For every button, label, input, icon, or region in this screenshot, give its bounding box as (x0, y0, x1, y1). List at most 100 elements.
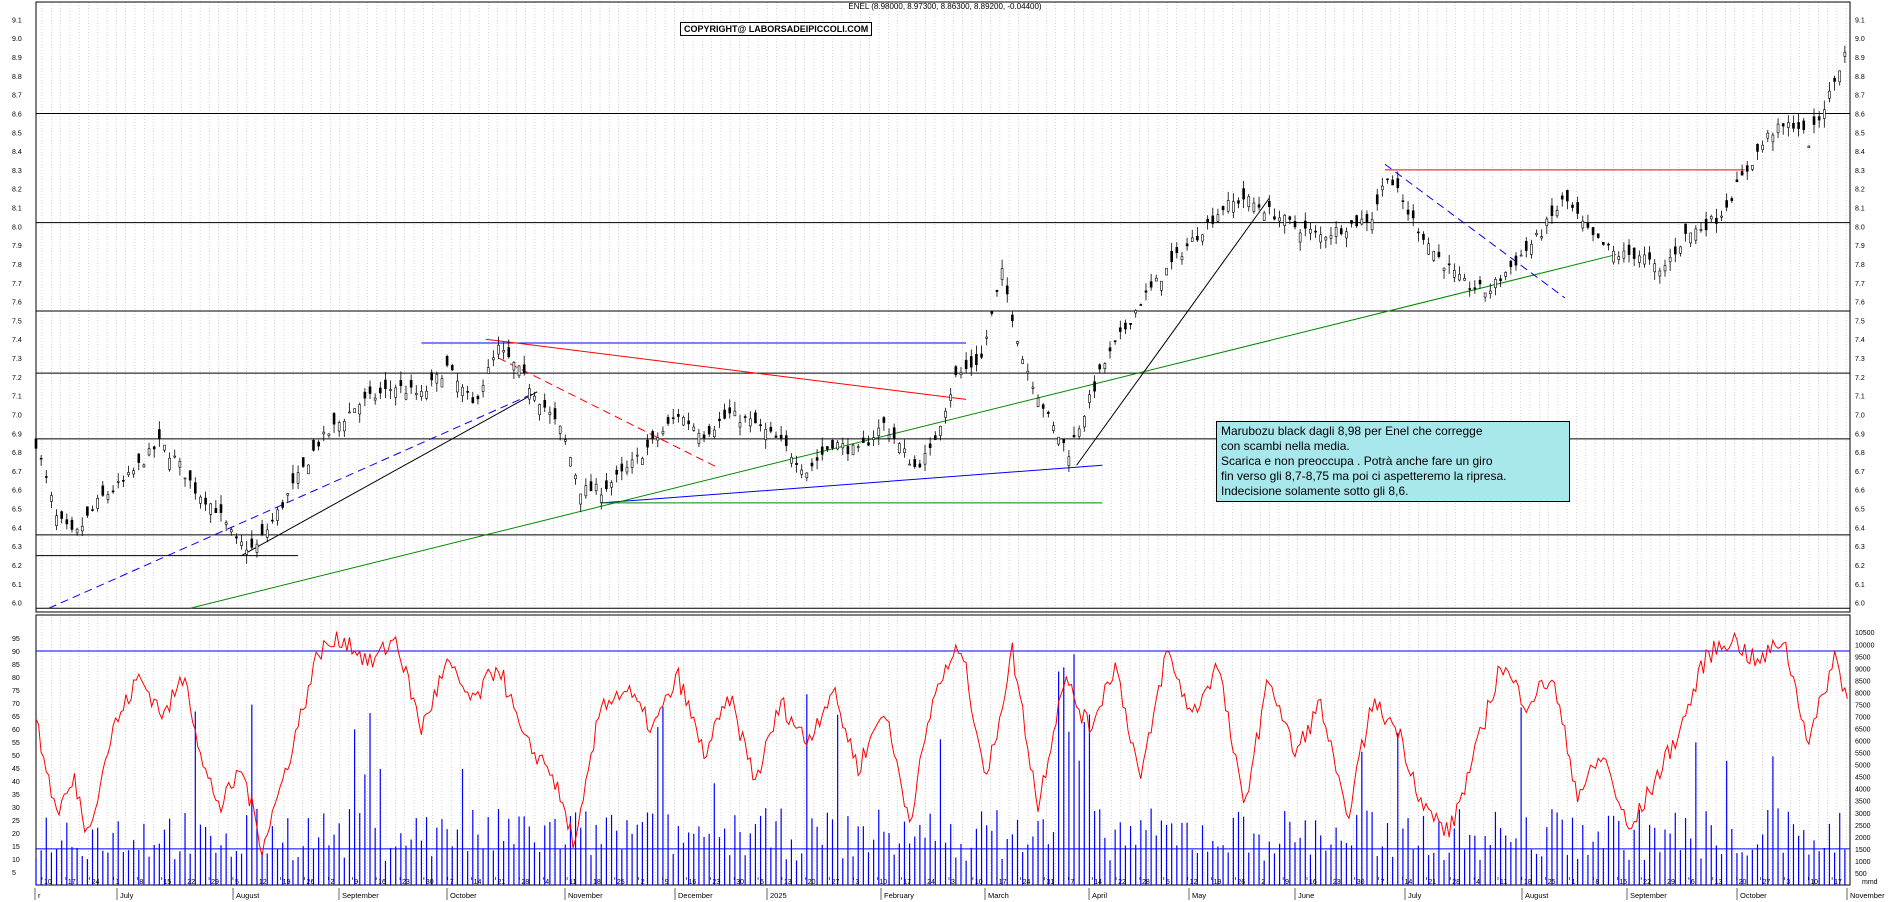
candle (589, 481, 593, 492)
candle (995, 289, 999, 292)
candle (1175, 247, 1179, 253)
candle (1052, 425, 1055, 431)
day-tick: 25 (617, 879, 625, 886)
price-tick-left: 8.9 (12, 55, 22, 62)
volume-tick: 7000 (1855, 714, 1871, 721)
candle (358, 404, 362, 415)
price-tick-left: 7.6 (12, 300, 22, 307)
trendline (485, 338, 967, 400)
candle (271, 519, 274, 522)
candle (605, 480, 608, 490)
price-tick-right: 7.0 (1855, 412, 1865, 419)
candle (1293, 221, 1297, 228)
day-tick: 22 (1118, 879, 1126, 886)
candle (615, 469, 618, 475)
price-tick-left: 8.4 (12, 149, 22, 156)
candle (1725, 200, 1728, 208)
candle (1576, 202, 1579, 214)
month-label: 2025 (770, 891, 787, 900)
candle (779, 434, 783, 439)
price-tick-left: 8.0 (12, 224, 22, 231)
candle (224, 522, 228, 525)
candle (91, 509, 94, 511)
candle (522, 364, 526, 374)
candle (569, 457, 572, 467)
volume-tick: 500 (1855, 871, 1867, 878)
candle (50, 495, 53, 502)
candle (142, 464, 146, 468)
day-tick: 14 (474, 879, 482, 886)
candle (399, 380, 403, 387)
candle (1494, 279, 1497, 289)
candle (1771, 134, 1775, 143)
month-label: September (342, 891, 379, 900)
candle (337, 422, 341, 432)
candle (1458, 274, 1461, 281)
candle (116, 481, 120, 483)
month-label: November (568, 891, 603, 900)
oscillator-line (35, 631, 1850, 857)
annotation-line: Indecisione solamente sotto gli 8,6. (1221, 484, 1409, 498)
trendline (601, 464, 1103, 504)
day-tick: 3 (856, 879, 860, 886)
candle (764, 429, 768, 440)
candle (1237, 200, 1240, 204)
oscillator-tick: 40 (12, 779, 20, 786)
candle (969, 356, 973, 368)
candle (1211, 215, 1215, 224)
price-tick-right: 9.1 (1855, 17, 1865, 24)
candle (343, 421, 346, 432)
candle (630, 459, 634, 468)
candle (1663, 265, 1667, 272)
candle (1417, 231, 1420, 234)
candle (235, 536, 238, 539)
candle (106, 494, 110, 500)
candle (1653, 263, 1657, 273)
candle (65, 519, 69, 525)
candle (1453, 270, 1456, 278)
candle (913, 459, 917, 467)
oscillator-tick: 65 (12, 714, 20, 721)
candle (1201, 234, 1204, 242)
candle (1699, 228, 1703, 231)
volume-tick: 4500 (1855, 775, 1871, 782)
day-tick: 16 (378, 879, 386, 886)
candle (1756, 143, 1759, 152)
day-tick: 24 (1023, 879, 1031, 886)
volume-tick: 3000 (1855, 811, 1871, 818)
day-tick: 20 (808, 879, 816, 886)
candle (800, 469, 803, 475)
candle (461, 386, 464, 396)
candle (872, 437, 875, 440)
candle (944, 410, 947, 418)
candle (1016, 341, 1019, 344)
candle (887, 434, 891, 439)
volume-tick: 2500 (1855, 823, 1871, 830)
day-tick: 23 (1333, 879, 1341, 886)
price-tick-left: 7.9 (12, 243, 22, 250)
candle (147, 448, 151, 456)
candle (1807, 145, 1811, 148)
candle (214, 508, 218, 513)
annotation-line: fin verso gli 8,7-8,75 ma poi ci aspette… (1221, 469, 1507, 483)
day-tick: 25 (1548, 879, 1556, 886)
month-label: October (1740, 891, 1767, 900)
oscillator-tick: 10 (12, 857, 20, 864)
candle (877, 427, 881, 437)
candle (1154, 277, 1158, 282)
candle (327, 433, 331, 437)
candle (1504, 272, 1507, 277)
day-tick: 17 (1834, 879, 1842, 886)
candle (75, 528, 79, 534)
candle (856, 446, 860, 448)
month-label: August (1525, 891, 1549, 900)
price-tick-right: 8.9 (1855, 55, 1865, 62)
candle (1463, 278, 1466, 281)
candle (1535, 232, 1538, 236)
candle (1550, 205, 1554, 216)
candle (1113, 340, 1117, 342)
candle (70, 519, 74, 530)
day-tick: 10 (44, 879, 52, 886)
price-tick-right: 7.5 (1855, 318, 1865, 325)
candle (55, 515, 58, 527)
